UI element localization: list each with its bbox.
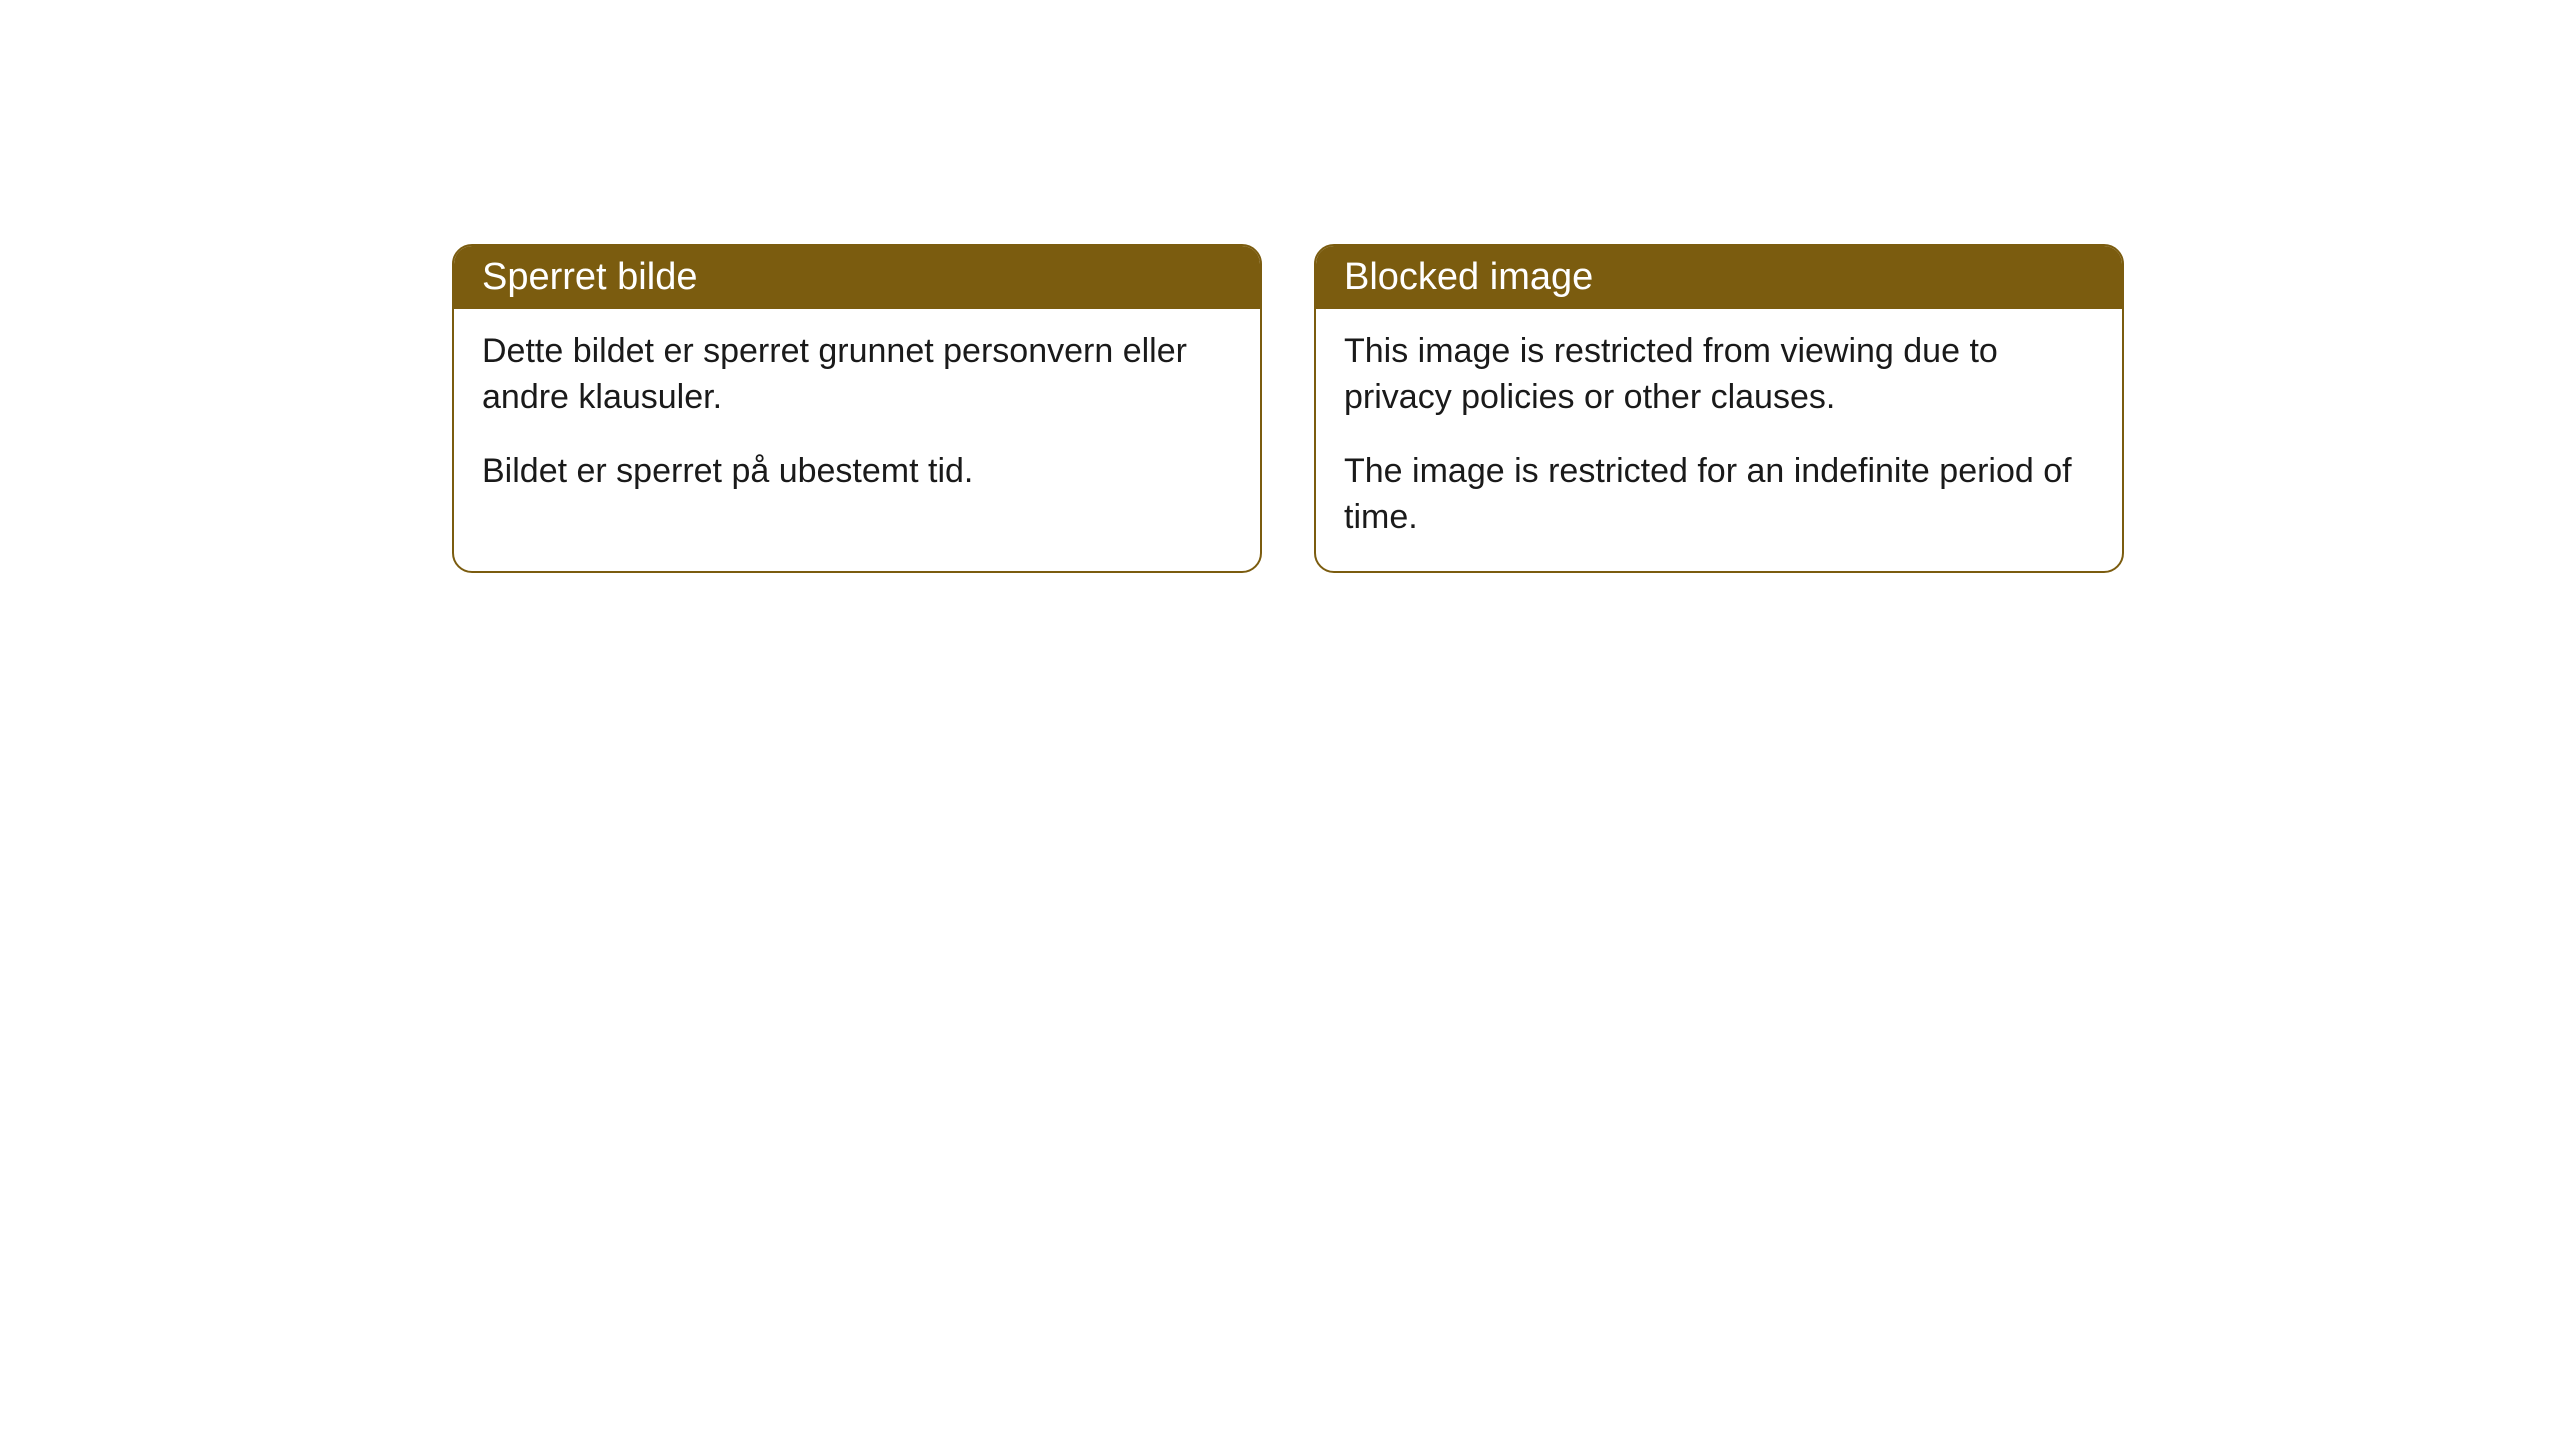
notice-card-english: Blocked image This image is restricted f…	[1314, 244, 2124, 573]
notice-paragraph: Dette bildet er sperret grunnet personve…	[482, 329, 1232, 421]
notice-body-english: This image is restricted from viewing du…	[1316, 309, 2122, 571]
notice-header-norwegian: Sperret bilde	[454, 246, 1260, 309]
notice-header-english: Blocked image	[1316, 246, 2122, 309]
notice-body-norwegian: Dette bildet er sperret grunnet personve…	[454, 309, 1260, 525]
notice-title: Blocked image	[1344, 256, 1593, 298]
notice-title: Sperret bilde	[482, 256, 697, 298]
notice-card-norwegian: Sperret bilde Dette bildet er sperret gr…	[452, 244, 1262, 573]
notice-paragraph: The image is restricted for an indefinit…	[1344, 449, 2094, 541]
notice-container: Sperret bilde Dette bildet er sperret gr…	[0, 0, 2560, 573]
notice-paragraph: This image is restricted from viewing du…	[1344, 329, 2094, 421]
notice-paragraph: Bildet er sperret på ubestemt tid.	[482, 449, 1232, 495]
